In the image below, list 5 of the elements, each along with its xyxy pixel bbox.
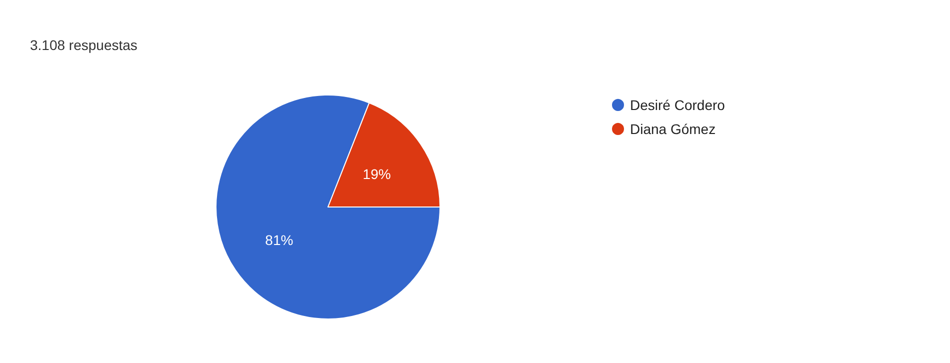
legend-label: Desiré Cordero: [630, 97, 726, 113]
data-label: 19%: [362, 166, 391, 182]
legend-label: Diana Gómez: [630, 121, 716, 137]
data-label: 81%: [265, 232, 294, 248]
text: 3.108 respuestas: [30, 37, 138, 53]
